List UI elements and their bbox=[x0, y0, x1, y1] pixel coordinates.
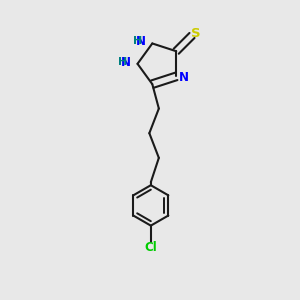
Text: S: S bbox=[191, 27, 200, 40]
Text: H: H bbox=[118, 57, 127, 67]
Text: N: N bbox=[179, 71, 189, 84]
Text: Cl: Cl bbox=[144, 242, 157, 254]
Text: N: N bbox=[121, 56, 131, 69]
Text: H: H bbox=[133, 36, 142, 46]
Text: N: N bbox=[136, 34, 146, 48]
